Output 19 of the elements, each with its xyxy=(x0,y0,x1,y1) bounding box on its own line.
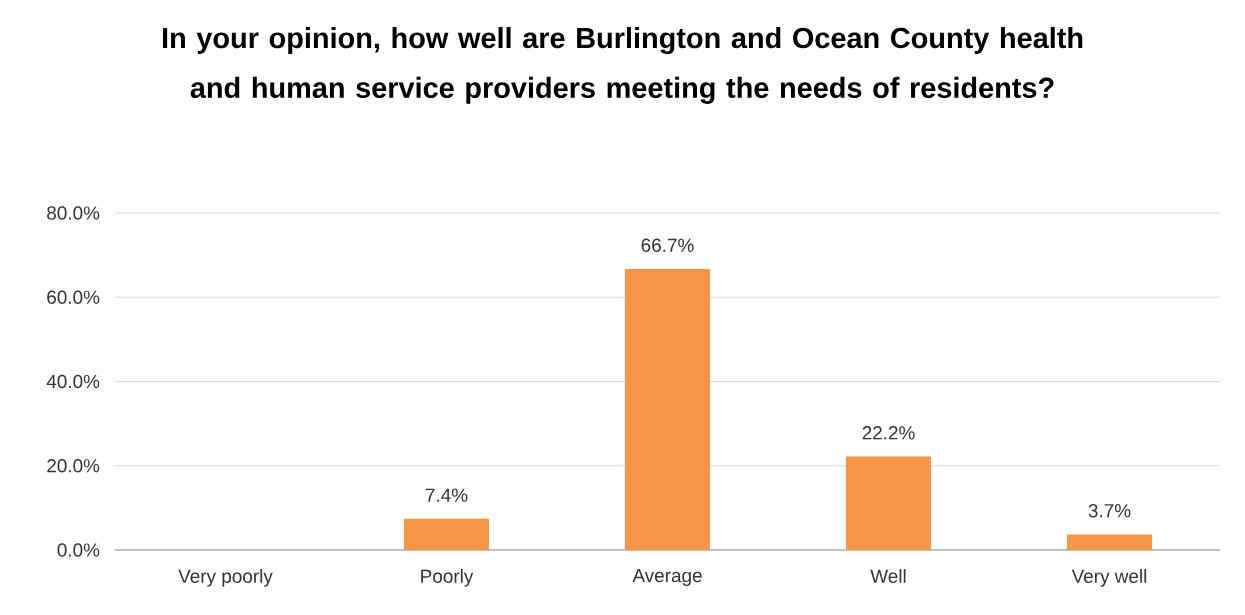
bar xyxy=(845,456,932,550)
x-tick-label: Very poorly xyxy=(178,569,273,587)
chart-title: In your opinion, how well are Burlington and Ocean County health and human service providers meeting the needs of residents? xyxy=(162,27,1083,104)
bar xyxy=(403,518,490,550)
data-label: 3.7% xyxy=(1088,503,1131,518)
bar xyxy=(624,269,711,550)
data-label: 7.4% xyxy=(425,488,468,502)
y-tick-label: 0.0% xyxy=(57,543,100,557)
x-tick-label: Poorly xyxy=(421,569,474,587)
y-tick-label: 40.0% xyxy=(46,374,100,389)
y-tick-label: 20.0% xyxy=(47,459,100,473)
data-label: 66.7% xyxy=(641,238,694,252)
x-tick-label: Very well xyxy=(1071,569,1147,587)
bar xyxy=(1066,534,1153,550)
y-tick-label: 80.0% xyxy=(47,206,100,220)
y-tick-label: 60.0% xyxy=(47,290,100,304)
data-label: 22.2% xyxy=(862,426,915,440)
x-tick-label: Well xyxy=(870,569,906,583)
x-tick-label: Average xyxy=(632,569,702,586)
